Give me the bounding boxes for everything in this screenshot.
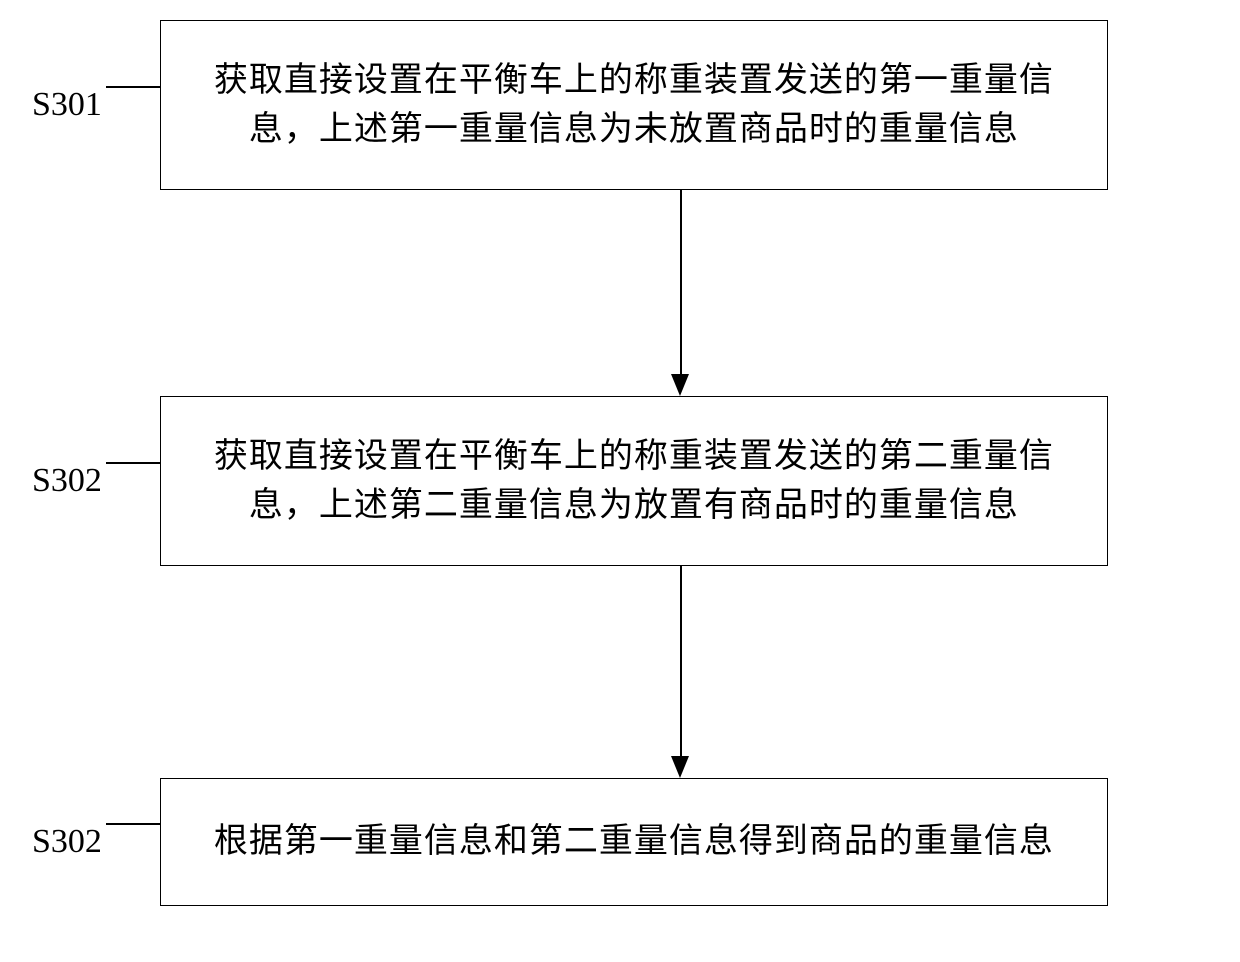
arrow-line-2 xyxy=(680,566,682,756)
step-label-s301: S301 xyxy=(32,86,102,124)
step-label-s302a: S302 xyxy=(32,462,102,500)
step-box-s301: 获取直接设置在平衡车上的称重装置发送的第一重量信息，上述第一重量信息为未放置商品… xyxy=(160,20,1108,190)
step-text-s302a: 获取直接设置在平衡车上的称重装置发送的第二重量信息，上述第二重量信息为放置有商品… xyxy=(183,432,1085,531)
flowchart-step-s301: S301 获取直接设置在平衡车上的称重装置发送的第一重量信息，上述第一重量信息为… xyxy=(32,20,1108,190)
flowchart-step-s302a: S302 获取直接设置在平衡车上的称重装置发送的第二重量信息，上述第二重量信息为… xyxy=(32,396,1108,566)
label-connector xyxy=(106,823,160,825)
step-label-s302b: S302 xyxy=(32,823,102,861)
flowchart-step-s302b: S302 根据第一重量信息和第二重量信息得到商品的重量信息 xyxy=(32,778,1108,906)
arrow-line-1 xyxy=(680,190,682,374)
step-text-s301: 获取直接设置在平衡车上的称重装置发送的第一重量信息，上述第一重量信息为未放置商品… xyxy=(183,56,1085,155)
step-text-s302b: 根据第一重量信息和第二重量信息得到商品的重量信息 xyxy=(214,817,1054,866)
arrow-head-2 xyxy=(671,756,689,778)
step-box-s302a: 获取直接设置在平衡车上的称重装置发送的第二重量信息，上述第二重量信息为放置有商品… xyxy=(160,396,1108,566)
flowchart-container: S301 获取直接设置在平衡车上的称重装置发送的第一重量信息，上述第一重量信息为… xyxy=(0,0,1240,962)
step-box-s302b: 根据第一重量信息和第二重量信息得到商品的重量信息 xyxy=(160,778,1108,906)
label-connector xyxy=(106,462,160,464)
label-connector xyxy=(106,86,160,88)
arrow-head-1 xyxy=(671,374,689,396)
